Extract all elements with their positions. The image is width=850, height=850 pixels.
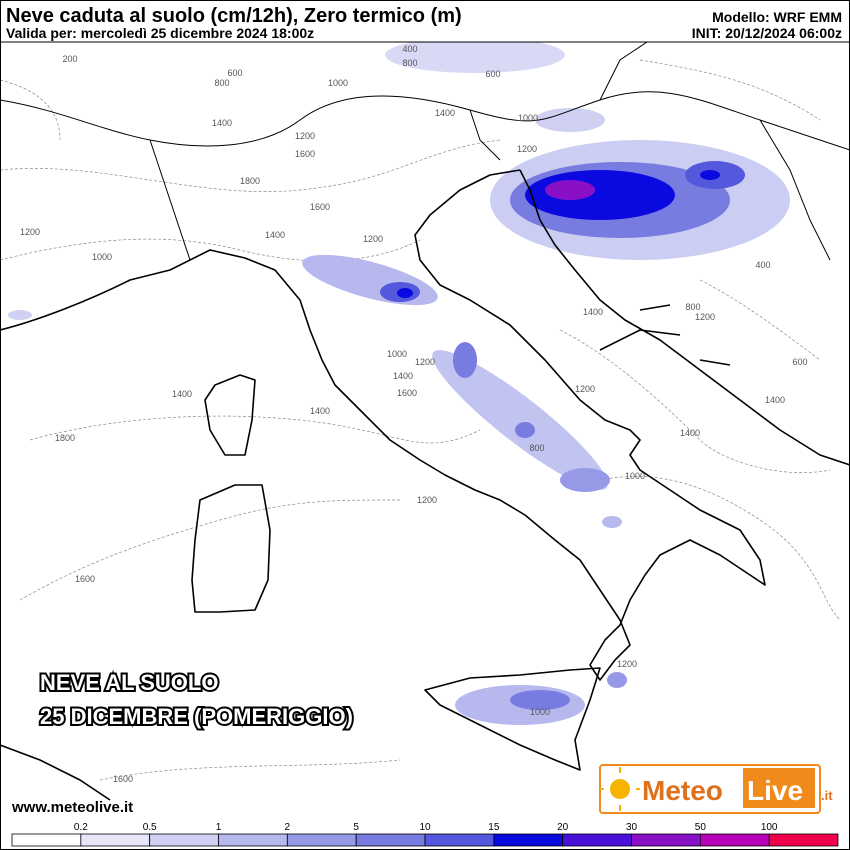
contour-label: 1200 <box>695 312 715 322</box>
contour-label: 1600 <box>397 388 417 398</box>
logo-live: Live <box>747 775 803 806</box>
contour-label: 1000 <box>518 113 538 123</box>
snow-areas <box>8 37 790 725</box>
colorbar-label: 50 <box>695 822 707 833</box>
colorbar-label: 15 <box>488 822 500 833</box>
contour-label: 1400 <box>265 230 285 240</box>
overlay-line2: 25 DICEMBRE (POMERIGGIO) <box>40 704 353 729</box>
contour-label: 1200 <box>363 234 383 244</box>
contour-label: 1200 <box>575 384 595 394</box>
colorbar-label: 0.2 <box>74 822 88 833</box>
contour-label: 800 <box>529 443 544 453</box>
contour-label: 1200 <box>617 659 637 669</box>
colorbar-box <box>355 833 426 847</box>
colorbar: 0.2 0.5 1 2 5 10 15 20 30 50 100 <box>11 822 839 847</box>
contour-label: 1000 <box>530 707 550 717</box>
colorbar-box <box>11 833 82 847</box>
contour-label: 1000 <box>387 349 407 359</box>
isolines <box>0 59 841 781</box>
title: Neve caduta al suolo (cm/12h), Zero term… <box>6 5 462 27</box>
colorbar-label: 100 <box>761 822 778 833</box>
colorbar-label: 20 <box>557 822 569 833</box>
contour-label: 800 <box>685 302 700 312</box>
contour-label: 1800 <box>240 176 260 186</box>
contour-label: 1000 <box>92 252 112 262</box>
contour-label: 200 <box>62 54 77 64</box>
init-time: INIT: 20/12/2024 06:00z <box>692 25 842 41</box>
colorbar-box <box>699 833 770 847</box>
contour-label: 1200 <box>295 131 315 141</box>
contour-label: 600 <box>792 357 807 367</box>
contour-label: 1000 <box>625 471 645 481</box>
contour-label: 1400 <box>583 307 603 317</box>
logo-it: .it <box>821 788 833 803</box>
model: Modello: WRF EMM <box>712 9 842 25</box>
contour-label: 1000 <box>328 78 348 88</box>
contour-label: 1400 <box>765 395 785 405</box>
contour-label: 1200 <box>20 227 40 237</box>
contour-label: 1400 <box>393 371 413 381</box>
contour-label: 1800 <box>55 433 75 443</box>
contour-labels: 200 400 800 600 800 1000 1400 1400 1200 … <box>20 44 808 784</box>
contour-label: 1200 <box>517 144 537 154</box>
colorbar-box <box>562 833 632 847</box>
contour-label: 600 <box>227 68 242 78</box>
colorbar-label: 1 <box>216 822 222 833</box>
contour-label: 400 <box>755 260 770 270</box>
logo-meteo: Meteo <box>642 775 723 806</box>
contour-label: 1200 <box>415 357 435 367</box>
contour-label: 800 <box>402 58 417 68</box>
colorbar-box <box>149 833 219 847</box>
contour-label: 1600 <box>295 149 315 159</box>
contour-label: 400 <box>402 44 417 54</box>
colorbar-label: 0.5 <box>143 822 157 833</box>
colorbar-label: 2 <box>285 822 291 833</box>
colorbar-box <box>218 833 288 847</box>
colorbar-label: 5 <box>353 822 359 833</box>
contour-label: 1600 <box>113 774 133 784</box>
colorbar-box <box>424 833 495 847</box>
colorbar-box <box>768 833 839 847</box>
colorbar-label: 30 <box>626 822 638 833</box>
contour-label: 1600 <box>310 202 330 212</box>
contour-label: 1600 <box>75 574 95 584</box>
contour-label: 1400 <box>172 389 192 399</box>
valid-time: Valida per: mercoledì 25 dicembre 2024 1… <box>6 25 314 41</box>
coastlines <box>0 39 850 801</box>
site-url: www.meteolive.it <box>11 799 133 816</box>
contour-label: 1400 <box>680 428 700 438</box>
contour-label: 1400 <box>212 118 232 128</box>
header-bg <box>0 0 850 42</box>
contour-label: 800 <box>214 78 229 88</box>
overlay-line1: NEVE AL SUOLO <box>40 670 218 695</box>
contour-label: 600 <box>485 69 500 79</box>
logo: Meteo Live .it <box>599 764 833 814</box>
colorbar-box <box>493 833 564 847</box>
colorbar-label: 10 <box>419 822 431 833</box>
contour-label: 1400 <box>310 406 330 416</box>
contour-label: 1200 <box>417 495 437 505</box>
colorbar-box <box>286 833 357 847</box>
colorbar-box <box>631 833 701 847</box>
contour-label: 1400 <box>435 108 455 118</box>
colorbar-box <box>80 833 151 847</box>
